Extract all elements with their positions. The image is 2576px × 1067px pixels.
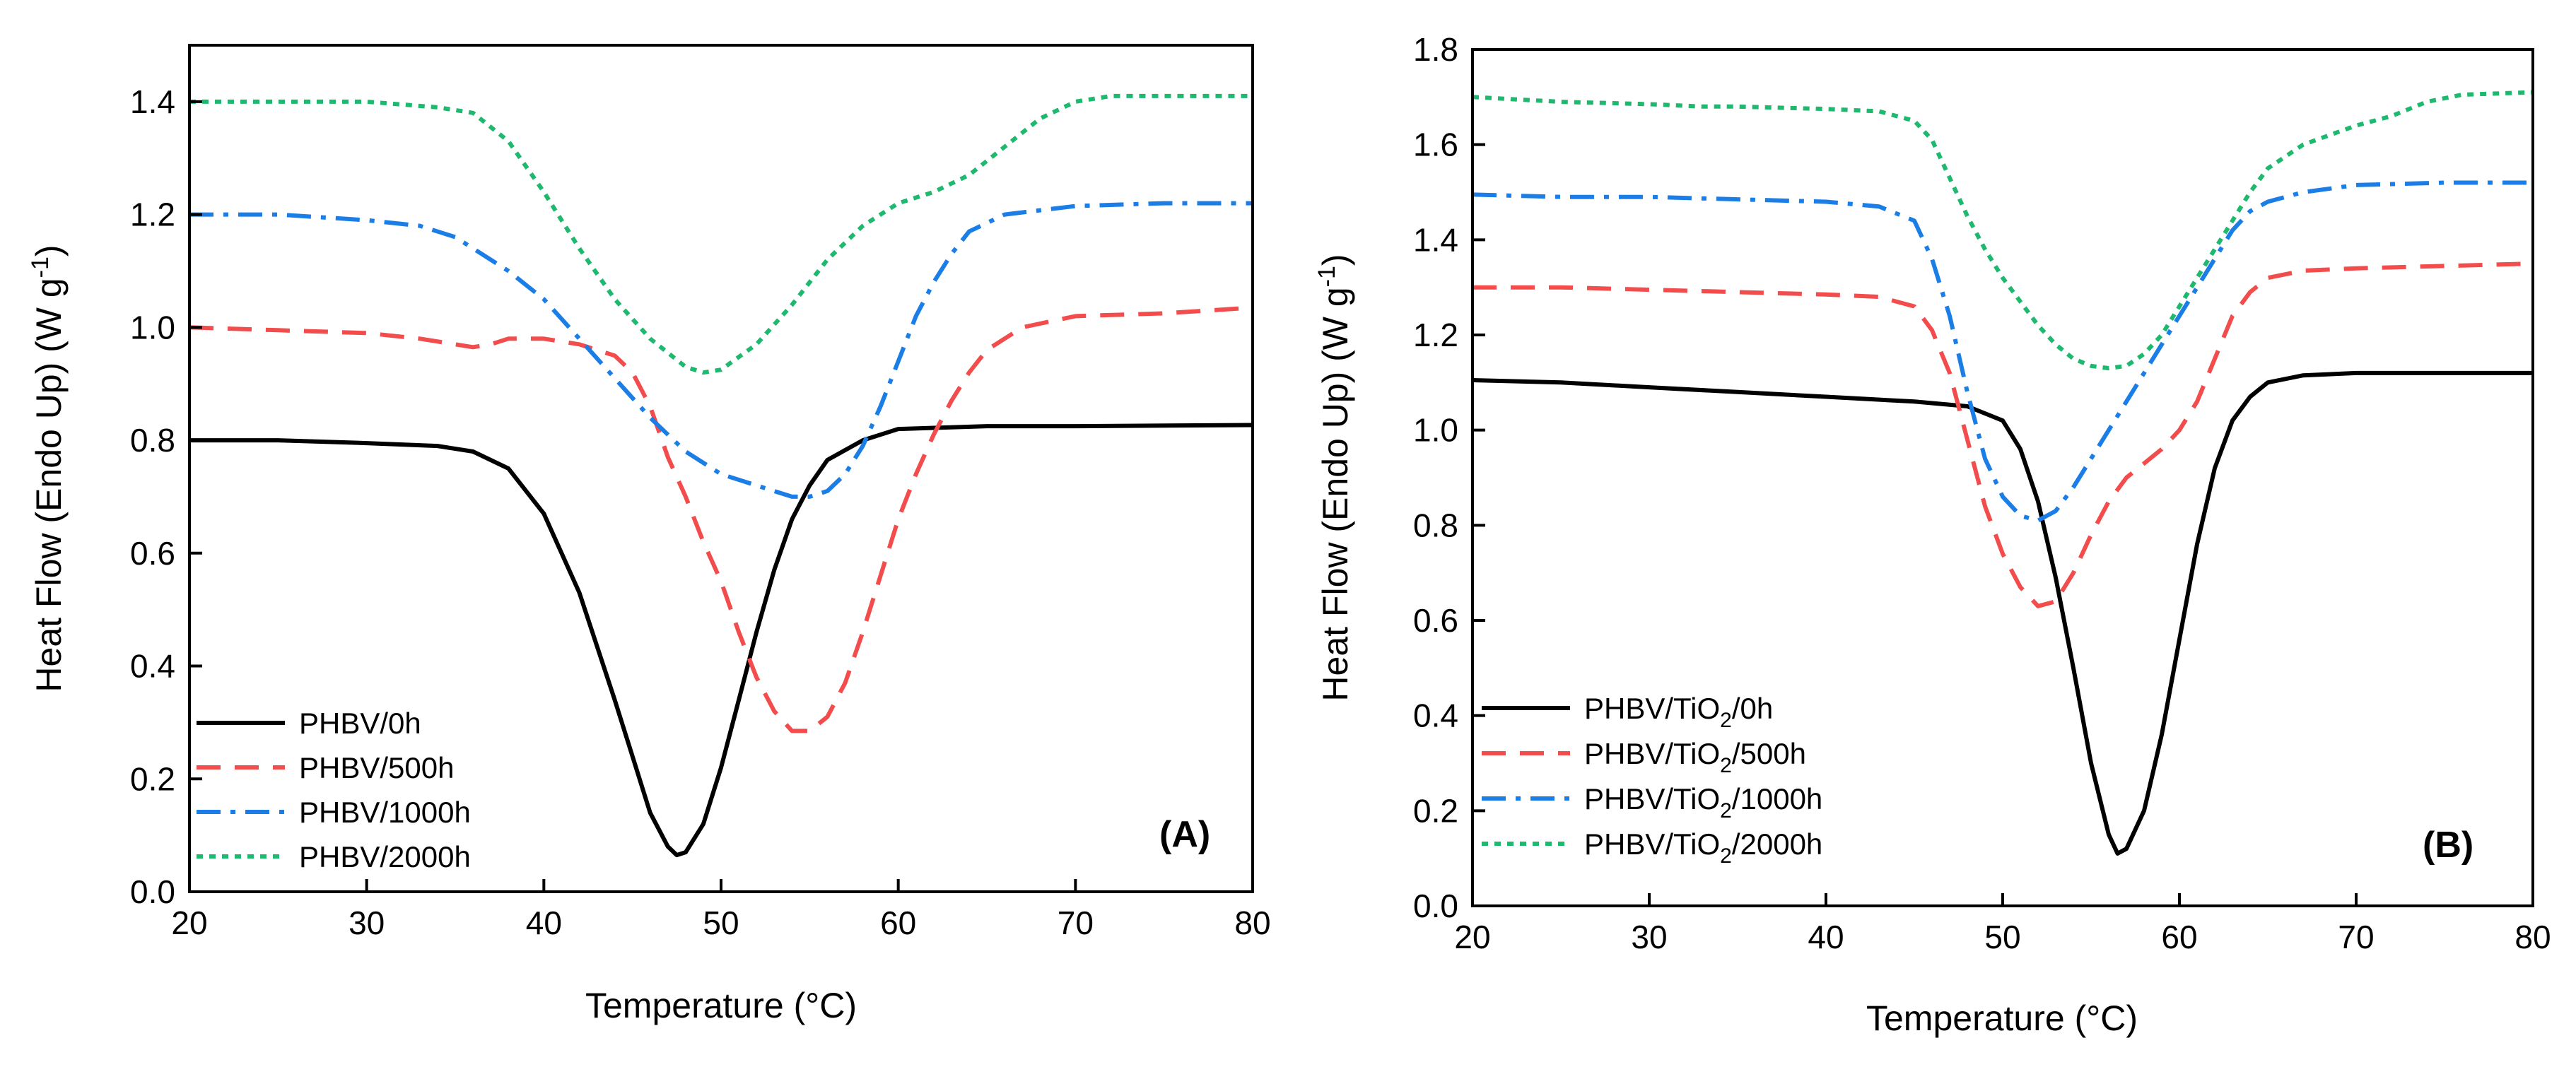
y-tick-label: 0.6 (130, 535, 175, 572)
x-tick-label: 20 (1454, 919, 1490, 955)
y-tick-label: 0.4 (1413, 697, 1458, 734)
x-tick-label: 60 (2161, 919, 2197, 955)
panel-label: (A) (1159, 814, 1210, 855)
x-tick-label: 40 (1808, 919, 1844, 955)
x-tick-label: 60 (880, 904, 916, 941)
x-tick-label: 80 (2514, 919, 2551, 955)
y-tick-label: 1.4 (130, 83, 175, 120)
legend: PHBV/0h PHBV/500h PHBV/1000h PHBV/2000h (197, 707, 471, 873)
x-axis-title: Temperature (°C) (585, 986, 857, 1025)
legend-label: PHBV/0h (299, 707, 421, 740)
legend: PHBV/TiO2/0h PHBV/TiO2/500h PHBV/TiO2/1000… (1482, 692, 1822, 868)
legend-label: PHBV/TiO2/2000h (1584, 827, 1822, 868)
series-line-phbv-tio2-1000h (1473, 180, 2533, 523)
series-line-phbv-500h (189, 305, 1253, 733)
legend-label: PHBV/TiO2/0h (1584, 692, 1773, 732)
y-axis-title: Heat Flow (Endo Up) (W g-1) (1313, 254, 1355, 701)
series-line-phbv-tio2-2000h (1473, 90, 2533, 371)
legend-label: PHBV/500h (299, 751, 454, 784)
series-line-phbv-0h (189, 423, 1253, 858)
y-tick-label: 0.0 (1413, 888, 1458, 924)
y-tick-label: 1.0 (1413, 412, 1458, 449)
y-tick-label: 1.4 (1413, 221, 1458, 258)
y-tick-label: 1.0 (130, 309, 175, 346)
legend-label: PHBV/2000h (299, 840, 471, 873)
x-tick-label: 30 (1631, 919, 1667, 955)
chart-panel-b: 20 30 40 50 60 70 80 0.0 0.2 0.4 0.6 0.8 1.0 1.2 1.4 1.… (1313, 31, 2551, 1038)
x-tick-label: 80 (1234, 904, 1270, 941)
x-tick-label: 50 (1984, 919, 2020, 955)
plot-frame (1471, 48, 2534, 907)
plot-area (189, 93, 1253, 858)
chart-panel-a: 20 30 40 50 60 70 80 0.0 0.2 0.4 0.6 0.8 1.0 1.2 1.4 Te… (27, 44, 1271, 1025)
y-tick-label: 0.2 (130, 760, 175, 797)
legend-label: PHBV/TiO2/500h (1584, 737, 1806, 777)
y-tick-label: 0.6 (1413, 602, 1458, 639)
y-tick-label: 0.8 (130, 422, 175, 459)
series-line-phbv-tio2-0h (1473, 370, 2533, 856)
y-tick-label: 0.2 (1413, 792, 1458, 829)
y-tick-label: 0.0 (130, 873, 175, 910)
y-tick-label: 1.6 (1413, 126, 1458, 163)
y-axis-title: Heat Flow (Endo Up) (W g-1) (27, 244, 69, 692)
x-tick-label: 70 (1058, 904, 1094, 941)
y-tick-label: 1.2 (130, 196, 175, 233)
y-tick-label: 0.4 (130, 648, 175, 685)
y-tick-label: 1.2 (1413, 317, 1458, 353)
series-line-phbv-1000h (189, 201, 1253, 499)
plot-area (1473, 90, 2533, 856)
panel-label: (B) (2423, 825, 2473, 866)
x-tick-label: 20 (171, 904, 207, 941)
y-tick-label: 0.8 (1413, 507, 1458, 543)
x-tick-label: 30 (349, 904, 385, 941)
y-tick-label: 1.8 (1413, 31, 1458, 68)
x-axis-title: Temperature (°C) (1866, 998, 2138, 1038)
x-tick-label: 50 (703, 904, 739, 941)
legend-label: PHBV/1000h (299, 796, 471, 829)
x-tick-label: 70 (2338, 919, 2374, 955)
series-line-phbv-2000h (189, 93, 1253, 375)
series-line-phbv-tio2-500h (1473, 261, 2533, 608)
x-tick-label: 40 (526, 904, 562, 941)
legend-label: PHBV/TiO2/1000h (1584, 782, 1822, 823)
